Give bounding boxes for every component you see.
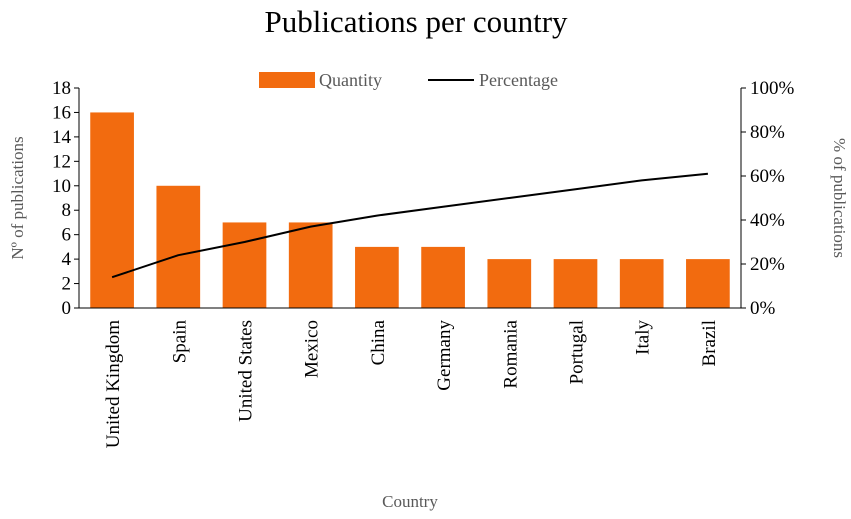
category-label: United Kingdom [103,320,124,448]
tick-label-left: 12 [52,151,71,172]
category-label: Romania [500,319,521,388]
y-axis-title-left: Nº of publications [8,136,27,259]
bar-series-quantity [90,112,730,308]
tick-label-right: 80% [750,122,785,143]
bar-romania [487,259,532,308]
bar-china [355,246,399,308]
legend: Quantity Percentage [259,70,558,90]
bar-brazil [686,259,730,308]
bar-italy [619,259,664,308]
legend-label-percentage: Percentage [479,70,558,90]
tick-label-right: 0% [750,298,776,319]
bar-united-kingdom [90,112,134,308]
tick-label-left: 4 [62,249,72,270]
tick-label-right: 100% [750,78,795,99]
chart-title: Publications per country [264,4,568,39]
category-label: China [368,319,389,365]
y-axis-title-right: % of publications [830,138,849,258]
line-series-percentage [111,172,709,279]
percentage-line [111,172,708,279]
tick-label-left: 2 [62,274,72,295]
bar-portugal [553,259,598,308]
tick-label-left: 6 [62,225,72,246]
category-labels: United Kingdom Spain United States Mexico Ch… [103,319,720,448]
legend-swatch-quantity [259,72,315,88]
category-label: Germany [434,320,455,391]
tick-label-right: 40% [750,210,785,231]
category-label: Brazil [699,320,720,366]
x-axis-title: Country [382,492,438,511]
tick-label-right: 60% [750,166,785,187]
tick-label-left: 18 [52,78,71,99]
tick-label-left: 10 [52,176,71,197]
left-axis-ticks: 0 2 4 6 8 10 12 14 16 18 [52,78,79,319]
axes [78,88,742,309]
bar-spain [156,185,201,308]
bar-germany [421,246,465,308]
bar-united-states [222,222,267,308]
tick-label-left: 16 [52,102,71,123]
legend-label-quantity: Quantity [319,70,382,90]
category-label: Italy [633,320,654,355]
category-label: Portugal [567,320,588,384]
tick-label-left: 8 [62,200,72,221]
bar-mexico [288,222,333,308]
category-label: Mexico [302,320,323,378]
tick-label-left: 0 [62,298,72,319]
tick-label-right: 20% [750,254,785,275]
tick-label-left: 14 [52,127,72,148]
right-axis-ticks: 0% 20% 40% 60% 80% 100% [741,78,795,319]
category-label: United States [236,320,257,422]
category-label: Spain [169,320,190,364]
